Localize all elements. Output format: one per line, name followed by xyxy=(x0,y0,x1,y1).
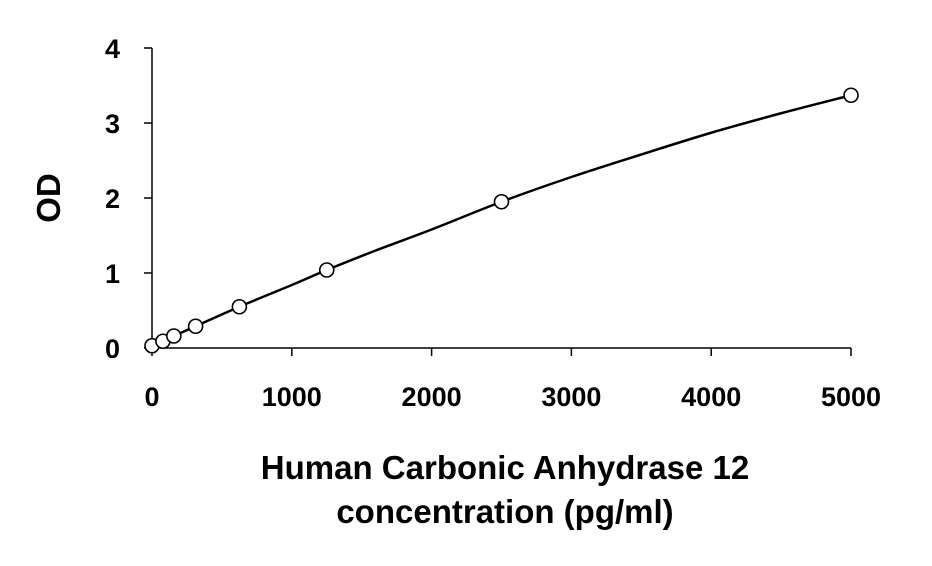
y-axis-ticks: 0 1 2 3 4 xyxy=(105,34,152,364)
y-tick-label: 1 xyxy=(105,259,120,289)
data-point xyxy=(493,193,510,210)
x-tick-label: 0 xyxy=(144,382,159,412)
data-point xyxy=(318,262,335,278)
x-tick-label: 1000 xyxy=(262,382,322,412)
x-tick-label: 2000 xyxy=(402,382,462,412)
data-point xyxy=(187,318,204,335)
y-tick-label: 0 xyxy=(105,334,120,364)
x-tick-label: 5000 xyxy=(821,382,881,412)
y-axis-title: OD xyxy=(30,173,67,223)
y-tick-label: 3 xyxy=(105,109,120,139)
x-axis-ticks: 0 1000 2000 3000 4000 5000 xyxy=(144,348,881,412)
x-tick-label: 3000 xyxy=(541,382,601,412)
y-tick-label: 4 xyxy=(105,34,120,64)
fit-curve-line xyxy=(151,94,852,347)
x-axis-title-line-2: concentration (pg/ml) xyxy=(336,493,673,530)
data-point xyxy=(843,87,859,104)
x-axis-title-line-1: Human Carbonic Anhydrase 12 xyxy=(261,449,749,486)
x-tick-label: 4000 xyxy=(681,382,741,412)
data-point xyxy=(166,328,182,344)
y-tick-label: 2 xyxy=(105,184,120,214)
data-points xyxy=(144,87,859,354)
data-point xyxy=(231,298,248,315)
